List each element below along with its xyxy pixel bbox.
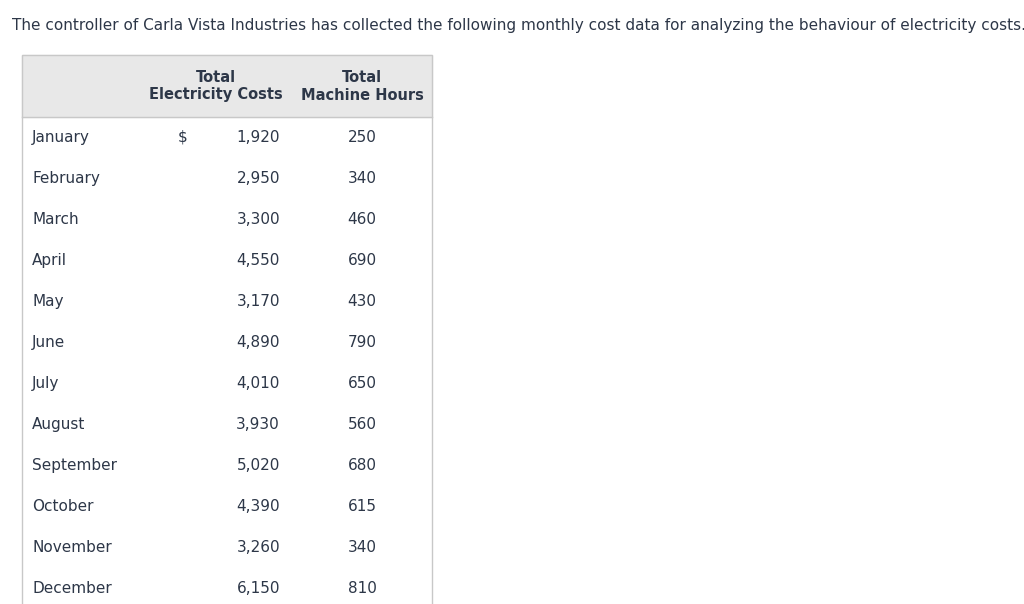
Text: 560: 560 [347, 417, 377, 432]
Text: The controller of Carla Vista Industries has collected the following monthly cos: The controller of Carla Vista Industries… [12, 18, 1024, 33]
Text: 5,020: 5,020 [237, 458, 280, 473]
Text: September: September [32, 458, 117, 473]
FancyBboxPatch shape [22, 55, 432, 117]
Text: 615: 615 [347, 499, 377, 514]
Text: March: March [32, 212, 79, 227]
Text: 4,890: 4,890 [237, 335, 280, 350]
Text: Total: Total [342, 69, 382, 85]
Text: 650: 650 [347, 376, 377, 391]
Text: Machine Hours: Machine Hours [301, 88, 424, 103]
Text: 6,150: 6,150 [237, 581, 280, 596]
Text: 1,920: 1,920 [237, 130, 280, 145]
Text: 4,010: 4,010 [237, 376, 280, 391]
Text: 250: 250 [347, 130, 377, 145]
Text: 4,390: 4,390 [237, 499, 280, 514]
Text: May: May [32, 294, 63, 309]
Text: December: December [32, 581, 112, 596]
Text: 3,260: 3,260 [237, 540, 280, 555]
Text: 680: 680 [347, 458, 377, 473]
Text: April: April [32, 253, 67, 268]
Text: 3,930: 3,930 [237, 417, 280, 432]
Text: 340: 340 [347, 171, 377, 186]
Text: July: July [32, 376, 59, 391]
Text: November: November [32, 540, 112, 555]
Text: 690: 690 [347, 253, 377, 268]
Text: 340: 340 [347, 540, 377, 555]
Text: February: February [32, 171, 100, 186]
Text: 430: 430 [347, 294, 377, 309]
Text: Total: Total [196, 69, 237, 85]
Text: October: October [32, 499, 93, 514]
Text: January: January [32, 130, 90, 145]
Text: Electricity Costs: Electricity Costs [150, 88, 283, 103]
Text: 3,170: 3,170 [237, 294, 280, 309]
Text: 4,550: 4,550 [237, 253, 280, 268]
Text: 460: 460 [347, 212, 377, 227]
Text: 3,300: 3,300 [237, 212, 280, 227]
Text: $: $ [178, 130, 187, 145]
Text: 2,950: 2,950 [237, 171, 280, 186]
Text: June: June [32, 335, 66, 350]
Text: 810: 810 [347, 581, 377, 596]
Text: 790: 790 [347, 335, 377, 350]
Text: August: August [32, 417, 85, 432]
